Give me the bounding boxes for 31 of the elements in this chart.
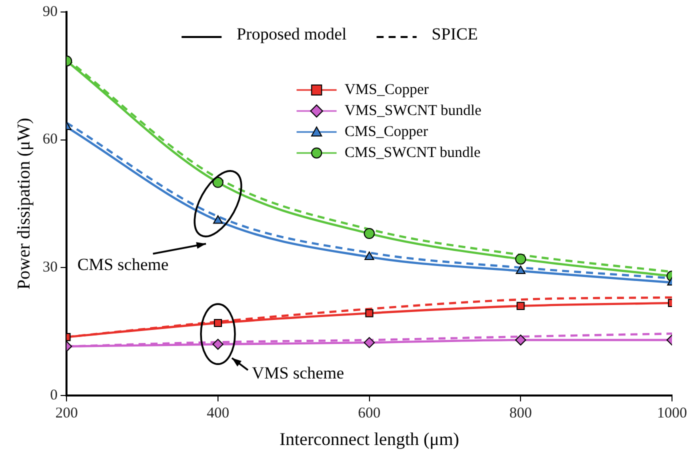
point bbox=[364, 228, 375, 240]
x-tick-label: 400 bbox=[206, 405, 230, 422]
x-tick-label: 1000 bbox=[657, 405, 687, 422]
point bbox=[213, 215, 223, 224]
y-axis-title: Power dissipation (μW) bbox=[14, 118, 34, 290]
annotation: SPICE bbox=[432, 24, 478, 44]
point bbox=[516, 266, 526, 274]
point bbox=[516, 302, 525, 310]
point bbox=[365, 309, 374, 318]
point bbox=[364, 337, 375, 348]
legend-label: VMS_SWCNT bundle bbox=[344, 102, 482, 119]
annotation: CMS scheme bbox=[77, 255, 169, 274]
point bbox=[214, 318, 222, 328]
point bbox=[515, 254, 526, 265]
x-tick-label: 800 bbox=[509, 405, 532, 422]
legend-label: CMS_Copper bbox=[344, 124, 428, 140]
point bbox=[212, 176, 224, 188]
y-tick-label: 0 bbox=[50, 387, 58, 404]
legend-label: CMS_SWCNT bundle bbox=[344, 144, 481, 161]
x-axis-title: Interconnect length (μm) bbox=[280, 428, 460, 449]
x-tick-label: 200 bbox=[55, 405, 78, 422]
x-tick-label: 600 bbox=[358, 405, 381, 422]
annotation: VMS scheme bbox=[252, 364, 344, 383]
annotation: Proposed model bbox=[236, 24, 347, 44]
point bbox=[364, 251, 374, 260]
y-tick-label: 30 bbox=[42, 260, 58, 276]
y-tick-label: 90 bbox=[42, 4, 58, 20]
point bbox=[212, 338, 224, 350]
legend-label: VMS_Copper bbox=[344, 82, 429, 98]
point bbox=[515, 334, 526, 346]
y-tick-label: 60 bbox=[42, 132, 58, 148]
